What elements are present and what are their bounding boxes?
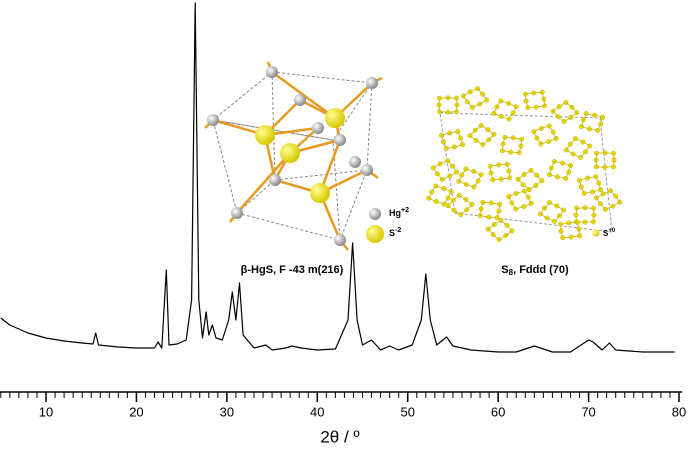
s-atom	[280, 143, 300, 163]
s8-ring	[539, 202, 565, 222]
hg-atom	[312, 122, 324, 134]
inset-title: S8, Fddd (70)	[501, 264, 569, 277]
s-atom	[325, 108, 345, 128]
legend-swatch	[592, 229, 600, 237]
legend-label: Hg+2	[389, 207, 409, 219]
s8-structure	[426, 86, 623, 243]
s8-ring	[524, 91, 546, 109]
s8-ring	[517, 169, 543, 191]
hg-atom	[266, 66, 278, 78]
hg-atom	[349, 156, 361, 168]
bond	[236, 152, 291, 214]
xrd-line	[0, 2, 675, 353]
x-tick-label: 80	[672, 404, 686, 419]
legend-symbol: S	[389, 228, 395, 238]
s8-ring	[487, 219, 513, 241]
hg-atom	[361, 164, 373, 176]
s8-ring	[428, 185, 452, 205]
s8-ring	[432, 160, 458, 180]
cell-face	[211, 71, 373, 141]
title-sub: 8	[509, 268, 514, 277]
s8-ring	[479, 201, 501, 219]
cell-edge	[274, 169, 368, 181]
s8-ring	[595, 152, 615, 168]
s8-ring	[548, 161, 572, 179]
bond	[271, 70, 336, 120]
title-symbol: S	[501, 264, 508, 276]
x-tick-label: 60	[491, 404, 505, 419]
s8-ring	[552, 101, 578, 123]
x-tick-label: 50	[400, 404, 414, 419]
hg-atom	[366, 77, 378, 89]
hgs-structure	[204, 61, 383, 251]
legend-swatch	[366, 225, 384, 243]
hg-atom	[334, 134, 346, 146]
s8-ring	[489, 163, 511, 181]
legend-symbol: S	[603, 229, 609, 238]
s8-ring	[462, 88, 488, 108]
s8-ring	[441, 131, 463, 149]
s8-ring	[447, 194, 473, 216]
x-tick-label: 10	[39, 404, 53, 419]
inset-labels: β-HgS, F -43 m(216)Hg+2S-2S8, Fddd (70)S…	[241, 207, 616, 277]
legend-charge: +0	[608, 228, 616, 234]
s-atom	[310, 183, 330, 203]
hg-atom	[334, 234, 346, 246]
title-rest: , Fddd (70)	[513, 264, 569, 276]
hg-atoms	[207, 66, 378, 246]
legend-label: S+0	[603, 228, 616, 239]
x-axis-label: 2θ / º	[320, 427, 359, 446]
s8-ring	[508, 190, 532, 210]
s8-ring	[581, 113, 603, 131]
legend-swatch	[369, 208, 381, 220]
hg-atom	[269, 174, 281, 186]
s8-ring	[533, 125, 557, 145]
x-tick-label: 20	[129, 404, 143, 419]
s-atoms	[255, 108, 345, 203]
x-tick-label: 30	[220, 404, 234, 419]
s8-ring	[469, 124, 495, 146]
inset-title: β-HgS, F -43 m(216)	[241, 264, 344, 276]
s-atom	[255, 125, 275, 145]
s8-ring	[560, 221, 580, 239]
s8-ring	[565, 138, 591, 158]
cell-edge	[236, 71, 276, 214]
s8-ring	[595, 190, 621, 210]
hg-atom	[231, 207, 243, 219]
x-tick-label: 40	[310, 404, 324, 419]
s8-ring	[438, 97, 458, 113]
legend-charge: +2	[401, 207, 409, 214]
s8-ring	[493, 100, 517, 120]
s8-ring	[458, 168, 482, 188]
s8-cell	[439, 112, 613, 233]
legend-label: S-2	[389, 227, 401, 239]
hg-atom	[294, 94, 306, 106]
s8-ring	[501, 136, 523, 154]
s8-rings	[426, 86, 623, 243]
legend-charge: -2	[395, 227, 401, 234]
hg-atom	[207, 114, 219, 126]
legend-symbol: Hg	[389, 208, 401, 218]
s8-ring	[579, 176, 601, 194]
x-tick-label: 70	[581, 404, 595, 419]
